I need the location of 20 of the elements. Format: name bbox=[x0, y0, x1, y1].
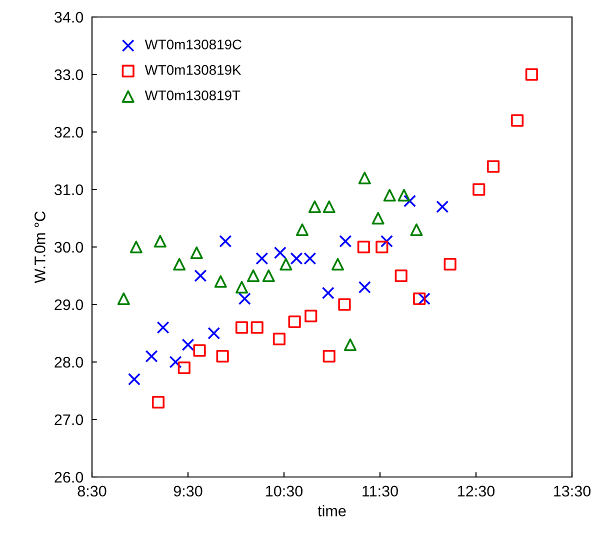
y-tick-label: 29.0 bbox=[54, 299, 84, 310]
legend-label: WT0m130819T bbox=[144, 90, 240, 100]
y-axis-title: W.T.0m °C bbox=[34, 211, 46, 284]
x-tick-label: 9:30 bbox=[174, 486, 202, 497]
y-tick-label: 26.0 bbox=[54, 472, 84, 483]
y-tick-label: 31.0 bbox=[54, 184, 84, 196]
y-tick-label: 27.0 bbox=[54, 414, 84, 426]
y-tick-label: 30.0 bbox=[54, 242, 84, 253]
y-tick-label: 34.0 bbox=[54, 12, 84, 23]
y-tick-label: 32.0 bbox=[54, 126, 84, 138]
x-tick-label: 10:30 bbox=[266, 486, 303, 497]
x-axis-title: time bbox=[318, 505, 346, 516]
legend-label: WT0m130819C bbox=[144, 40, 242, 50]
x-tick-label: 8:30 bbox=[78, 486, 106, 497]
legend-label: WT0m130819K bbox=[144, 65, 242, 75]
y-tick-label: 28.0 bbox=[54, 356, 84, 368]
x-tick-label: 12:30 bbox=[458, 486, 495, 497]
y-tick-label: 33.0 bbox=[54, 69, 84, 80]
x-tick-label: 11:30 bbox=[362, 486, 398, 497]
x-tick-label: 13:30 bbox=[554, 486, 591, 497]
